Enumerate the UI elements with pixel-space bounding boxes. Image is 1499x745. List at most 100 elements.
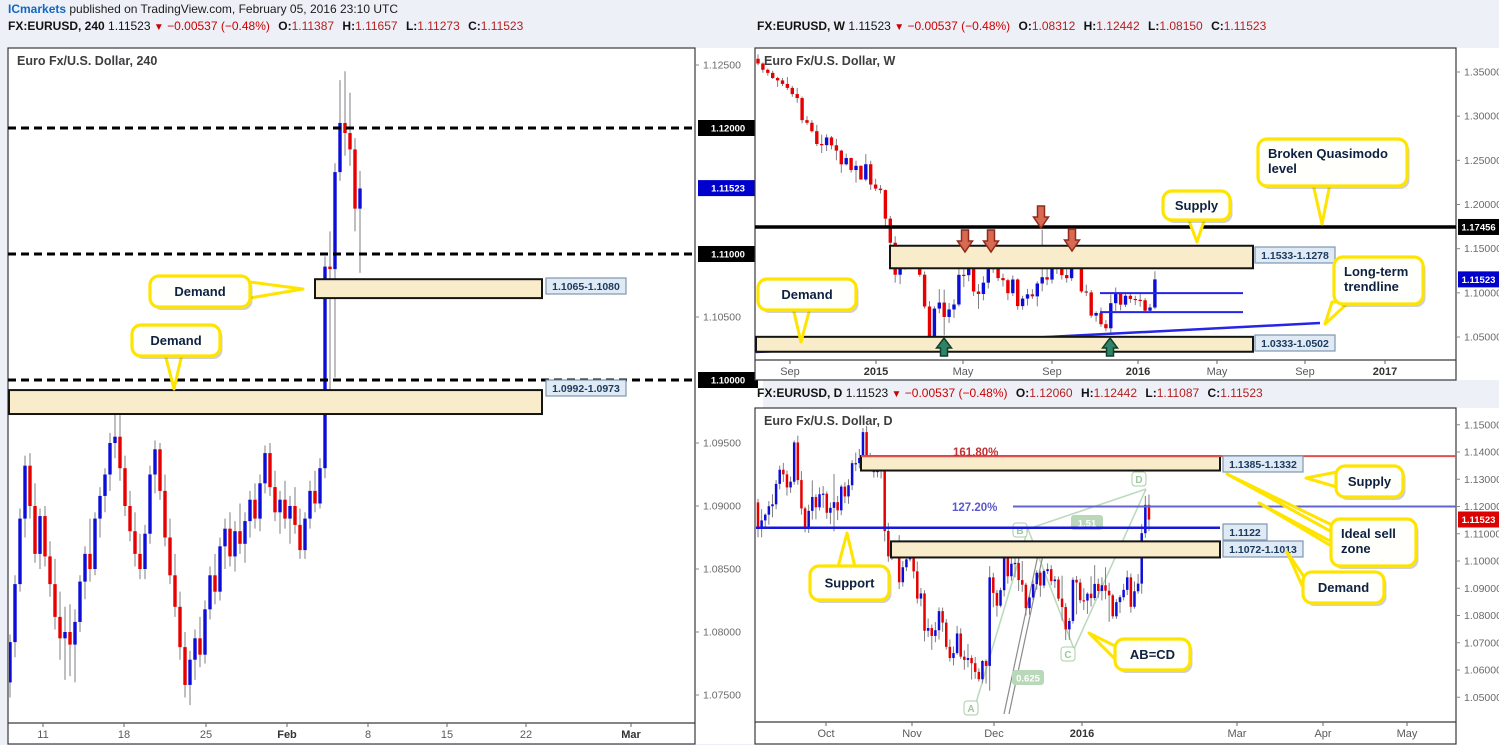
candle-down bbox=[992, 577, 995, 593]
time-axis-label[interactable]: 2016 bbox=[1070, 728, 1094, 740]
time-axis-label[interactable]: 11 bbox=[37, 729, 48, 741]
candle-down bbox=[942, 302, 946, 317]
time-axis-label[interactable]: Nov bbox=[902, 728, 922, 740]
candle-up bbox=[1013, 562, 1017, 565]
price-axis-label[interactable]: 1.05000 bbox=[1464, 332, 1499, 344]
price-axis-label[interactable]: 1.12000 bbox=[1464, 501, 1499, 513]
zone-price-tag[interactable] bbox=[1254, 334, 1336, 352]
price-axis-label[interactable]: 1.10000 bbox=[1464, 556, 1499, 568]
time-axis-label[interactable]: Sep bbox=[780, 366, 800, 378]
callout-broken-quasimodo-level[interactable] bbox=[1256, 137, 1409, 188]
price-axis-label[interactable]: 1.15000 bbox=[1464, 419, 1499, 431]
candle-up bbox=[1068, 620, 1071, 630]
price-axis-label[interactable]: 1.25000 bbox=[1464, 155, 1499, 167]
zone-price-tag[interactable] bbox=[1222, 455, 1304, 473]
callout-ideal-sell-zone[interactable] bbox=[1329, 517, 1418, 568]
price-axis-label[interactable]: 1.14000 bbox=[1464, 447, 1499, 459]
price-axis-label[interactable]: 1.08000 bbox=[1464, 610, 1499, 622]
time-axis-label[interactable]: 2015 bbox=[864, 366, 888, 378]
callout-ab=cd[interactable] bbox=[1113, 637, 1192, 672]
price-axis-label[interactable]: 1.13000 bbox=[1464, 474, 1499, 486]
price-axis-label[interactable]: 1.15000 bbox=[1464, 243, 1499, 255]
price-axis-label[interactable]: 1.08000 bbox=[703, 627, 741, 639]
price-axis-label[interactable]: 1.09000 bbox=[703, 501, 741, 513]
candle-down bbox=[183, 647, 187, 685]
publisher-name[interactable]: ICmarkets bbox=[8, 2, 67, 16]
time-axis-label[interactable]: Apr bbox=[1314, 728, 1331, 740]
candle-up bbox=[832, 502, 836, 508]
candle-down bbox=[803, 508, 807, 529]
demand-zone-0992-0973[interactable] bbox=[8, 389, 543, 416]
candle-up bbox=[966, 658, 970, 660]
candle-down bbox=[213, 575, 217, 592]
price-axis-label[interactable]: 1.10500 bbox=[703, 312, 741, 324]
price-axis-label[interactable]: 1.30000 bbox=[1464, 111, 1499, 123]
time-axis-label[interactable]: 2017 bbox=[1373, 366, 1397, 378]
callout-support[interactable] bbox=[808, 564, 891, 602]
svg-text:1.12000: 1.12000 bbox=[711, 124, 745, 135]
zone-price-tag[interactable] bbox=[1254, 246, 1336, 264]
time-axis-label[interactable]: 15 bbox=[441, 729, 453, 741]
demand-zone-0333-0502[interactable] bbox=[755, 335, 1254, 353]
zone-price-tag[interactable] bbox=[545, 277, 627, 295]
time-axis-label[interactable]: 8 bbox=[365, 729, 371, 741]
time-axis-label[interactable]: 2016 bbox=[1126, 366, 1150, 378]
price-axis-label[interactable]: 1.06000 bbox=[1464, 665, 1499, 677]
price-axis-label[interactable]: 1.10000 bbox=[1464, 287, 1499, 299]
candle-down bbox=[1049, 569, 1053, 582]
supply-zone-1385-1332[interactable] bbox=[860, 455, 1221, 472]
callout-supply[interactable] bbox=[1161, 189, 1232, 222]
symbol-label[interactable]: FX:EURUSD, W bbox=[757, 19, 845, 33]
zone-price-tag[interactable] bbox=[545, 379, 627, 397]
price-axis-label[interactable]: 1.20000 bbox=[1464, 199, 1499, 211]
time-axis-label[interactable]: Mar bbox=[1228, 728, 1247, 740]
time-axis-label[interactable]: Oct bbox=[817, 728, 834, 740]
time-axis-label[interactable]: 25 bbox=[200, 729, 212, 741]
candle-up bbox=[258, 483, 262, 519]
open-label: O: bbox=[278, 19, 292, 33]
price-axis-label[interactable]: 1.08500 bbox=[703, 564, 741, 576]
price-axis-label[interactable]: 1.12500 bbox=[703, 60, 741, 72]
time-axis-label[interactable]: 22 bbox=[520, 729, 532, 741]
time-axis-label[interactable]: Feb bbox=[277, 729, 297, 741]
candle-up bbox=[854, 165, 858, 171]
candle-up bbox=[18, 518, 22, 585]
price-axis-label[interactable]: 1.07500 bbox=[703, 690, 741, 702]
candle-down bbox=[916, 571, 919, 599]
price-axis-label[interactable]: 1.11000 bbox=[1464, 528, 1499, 540]
time-axis-label[interactable]: May bbox=[1397, 728, 1418, 740]
callout-demand[interactable] bbox=[148, 274, 252, 309]
candle-down bbox=[782, 469, 785, 475]
symbol-label[interactable]: FX:EURUSD, D bbox=[757, 386, 843, 400]
time-axis-label[interactable]: Sep bbox=[1042, 366, 1062, 378]
chart-header-240: FX:EURUSD, 240 1.11523 ▼ −0.00537 (−0.48… bbox=[8, 19, 523, 33]
price-axis-label[interactable]: 1.35000 bbox=[1464, 67, 1499, 79]
price-axis-label[interactable]: 1.09500 bbox=[703, 438, 741, 450]
callout-demand[interactable] bbox=[130, 323, 222, 358]
callout-demand[interactable] bbox=[756, 277, 858, 312]
demand-zone-1072-1013[interactable] bbox=[890, 540, 1221, 559]
zone-price-tag[interactable] bbox=[1222, 523, 1268, 541]
time-axis-label[interactable]: Dec bbox=[984, 728, 1004, 740]
candle-up bbox=[1071, 579, 1075, 621]
price-axis-label[interactable]: 1.09000 bbox=[1464, 583, 1499, 595]
time-axis-label[interactable]: 18 bbox=[118, 729, 130, 741]
price-axis-label[interactable]: 1.07000 bbox=[1464, 637, 1499, 649]
candle-up bbox=[318, 468, 322, 504]
fib-extension-label: 127.20% bbox=[952, 502, 997, 514]
callout-supply[interactable] bbox=[1334, 464, 1405, 499]
time-axis-label[interactable]: May bbox=[1207, 366, 1228, 378]
svg-text:trendline: trendline bbox=[1344, 279, 1399, 294]
callout-long-term-trendline[interactable] bbox=[1332, 255, 1425, 306]
time-axis-label[interactable]: Sep bbox=[1295, 366, 1315, 378]
candle-down bbox=[1118, 293, 1123, 305]
demand-zone-1065-1080[interactable] bbox=[314, 278, 543, 300]
candle-down bbox=[865, 432, 868, 456]
callout-demand[interactable] bbox=[1301, 570, 1386, 605]
candle-up bbox=[193, 638, 197, 660]
time-axis-label[interactable]: May bbox=[953, 366, 974, 378]
time-axis-label[interactable]: Mar bbox=[621, 729, 641, 741]
price-axis-label[interactable]: 1.05000 bbox=[1464, 692, 1499, 704]
symbol-label[interactable]: FX:EURUSD, 240 bbox=[8, 19, 105, 33]
zone-price-tag[interactable] bbox=[1222, 540, 1304, 558]
